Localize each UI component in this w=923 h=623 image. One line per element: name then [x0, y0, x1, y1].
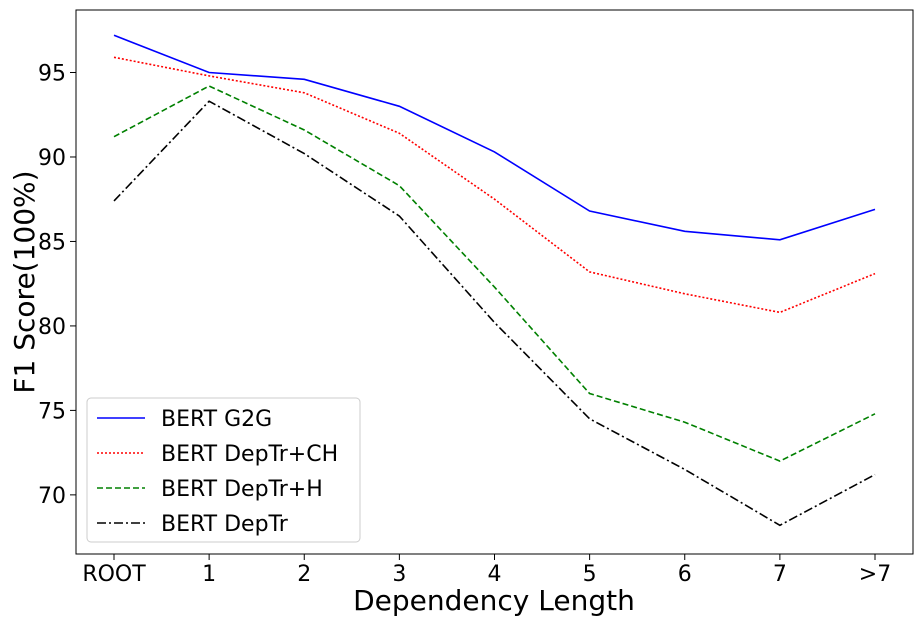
x-tick-label: 7	[773, 562, 787, 587]
y-axis: 70 75 80 85 90 95	[38, 62, 76, 509]
x-tick-label: 5	[583, 562, 597, 587]
series-line-2	[113, 56, 876, 314]
y-tick-label: 75	[38, 399, 66, 424]
legend-label: BERT DepTr	[161, 512, 289, 537]
y-tick-label: 85	[38, 230, 66, 255]
x-tick-label: 6	[678, 562, 692, 587]
series-layer	[113, 34, 876, 527]
x-tick-label: 1	[202, 562, 216, 587]
x-tick-label: 4	[488, 562, 502, 587]
series-line-3	[113, 85, 876, 462]
x-tick-label: >7	[859, 562, 891, 587]
legend-label: BERT DepTr+CH	[161, 442, 338, 467]
y-tick-label: 95	[38, 62, 66, 87]
y-tick-label: 70	[38, 484, 66, 509]
x-tick-label: 3	[392, 562, 406, 587]
y-tick-label: 90	[38, 146, 66, 171]
x-axis-label: Dependency Length	[353, 584, 635, 617]
legend-label: BERT G2G	[161, 407, 272, 432]
series-line-1	[113, 34, 876, 241]
x-tick-label: ROOT	[82, 562, 146, 587]
y-axis-label: F1 Score(100%)	[8, 170, 41, 393]
legend: BERT G2G BERT DepTr+CH BERT DepTr+H BERT De…	[86, 397, 361, 543]
legend-label: BERT DepTr+H	[161, 477, 323, 502]
x-axis: ROOT 1 2 3 4 5 6 7 >7	[82, 554, 891, 587]
legend-box	[86, 397, 361, 543]
x-tick-label: 2	[297, 562, 311, 587]
y-tick-label: 80	[38, 315, 66, 340]
series-line-4	[113, 100, 876, 527]
